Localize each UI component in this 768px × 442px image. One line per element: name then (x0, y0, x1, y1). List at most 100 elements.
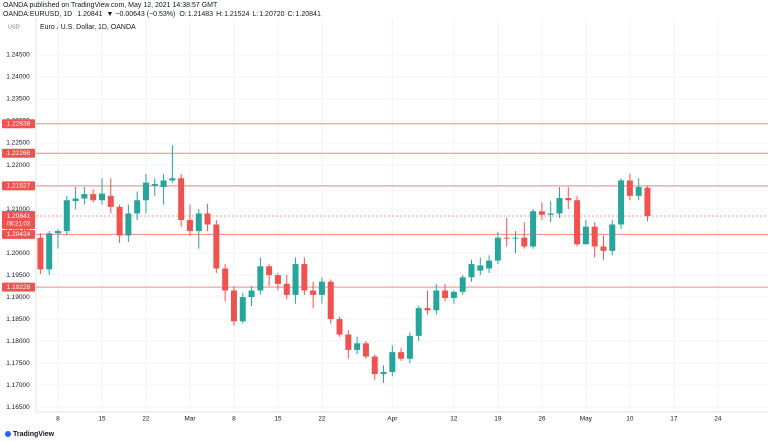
y-tick-label: 1.16500 (6, 404, 30, 411)
candle-body (274, 275, 281, 284)
candle-body (406, 335, 413, 359)
candle-body (371, 356, 378, 375)
candle-body (248, 290, 255, 298)
chart-title: Euro / U.S. Dollar, 1D, OANDA (40, 24, 136, 31)
candle-body (354, 343, 361, 350)
brand: TradingView (13, 431, 55, 438)
candle-body (547, 213, 554, 215)
x-tick-label: 15 (98, 416, 106, 423)
candle-body (37, 237, 44, 270)
candle-body (450, 291, 457, 298)
y-tick-label: 1.19500 (6, 272, 30, 279)
x-tick-label: Apr (387, 416, 398, 423)
candle-body (644, 187, 651, 217)
candle-body (186, 220, 193, 232)
candle-body (283, 283, 290, 295)
candle-body (433, 290, 440, 311)
candle-body (98, 193, 105, 201)
candle-body (230, 290, 237, 322)
candle-body (556, 198, 563, 214)
candle-body (46, 233, 53, 270)
ohlc-value: 1.21524 (224, 11, 249, 18)
candle-body (477, 265, 484, 271)
level-label: 1.22268 (7, 150, 31, 157)
candle-body (442, 290, 449, 298)
candle-body (459, 277, 466, 292)
y-tick-label: 1.23500 (6, 96, 30, 103)
y-tick-label: 1.17500 (6, 360, 30, 367)
candle-body (63, 200, 70, 232)
y-tick-label: 1.22000 (6, 162, 30, 169)
y-tick-label: 1.21000 (6, 206, 30, 213)
x-tick-label: 15 (274, 416, 282, 423)
x-tick-label: 24 (714, 416, 722, 423)
header-value: ▼ −0.00643 (−0.53%) (107, 11, 176, 18)
x-tick-label: 26 (538, 416, 546, 423)
ohlc-label: C: (288, 11, 295, 18)
logo (5, 431, 11, 437)
candle-body (618, 180, 625, 225)
candle-body (318, 281, 325, 295)
y-tick-label: 1.20000 (6, 250, 30, 257)
candle-body (151, 183, 158, 186)
level-label-box (2, 282, 35, 292)
candle-body (521, 237, 528, 247)
y-tick-label: 1.22500 (6, 140, 30, 147)
ohlc-label: L: (252, 11, 258, 18)
ohlc-value: 1.20841 (296, 11, 321, 18)
level-label-box (2, 181, 35, 191)
candle-body (160, 180, 167, 188)
candle-body (125, 213, 132, 236)
x-tick-label: 22 (318, 416, 326, 423)
candle-body (424, 308, 431, 311)
currency: USD (8, 24, 20, 30)
ohlc-label: O: (179, 11, 186, 18)
candle-body (600, 246, 607, 251)
candle-body (301, 264, 308, 291)
x-tick-label: 22 (142, 416, 150, 423)
candle-body (398, 352, 405, 359)
candle-body (90, 194, 97, 201)
candle-body (574, 200, 581, 245)
candle-body (239, 297, 246, 322)
y-tick-label: 1.19000 (6, 294, 30, 301)
candle-body (310, 290, 317, 295)
candle-body (222, 268, 229, 291)
candle-body (609, 224, 616, 251)
level-label: 1.21527 (7, 183, 31, 190)
candle-body (142, 182, 149, 201)
candle-body (292, 264, 299, 295)
x-tick-label: 19 (494, 416, 502, 423)
level-label-box (2, 148, 35, 158)
candle-body (582, 226, 589, 245)
candle-body (626, 180, 633, 196)
level-label-box (2, 119, 35, 129)
x-tick-label: May (580, 416, 593, 423)
x-tick-label: 17 (670, 416, 678, 423)
publisher: OANDA published on TradingView.com, May … (3, 2, 218, 9)
level-label: 1.20424 (7, 231, 31, 238)
candle-body (327, 281, 334, 320)
candle-body (195, 213, 202, 232)
candle-body (530, 211, 537, 247)
y-tick-label: 1.17000 (6, 382, 30, 389)
level-label: 1.19228 (7, 284, 31, 291)
candle-body (635, 187, 642, 196)
candle-body (380, 371, 387, 375)
candle-body (415, 308, 422, 336)
candle-body (72, 198, 79, 202)
candle-body (503, 237, 510, 239)
ohlc-value: 1.21483 (188, 11, 213, 18)
candle-body (257, 266, 264, 291)
candle-body (565, 198, 572, 201)
candle-body (169, 178, 176, 181)
candle-body (494, 237, 501, 261)
candle-body (116, 206, 123, 236)
candle-body (345, 334, 352, 350)
last-price-label: 1.20841 (7, 213, 31, 220)
symbol: OANDA:EURUSD, 1D (3, 11, 72, 18)
ohlc-label: H: (216, 11, 223, 18)
candle-body (591, 226, 598, 247)
